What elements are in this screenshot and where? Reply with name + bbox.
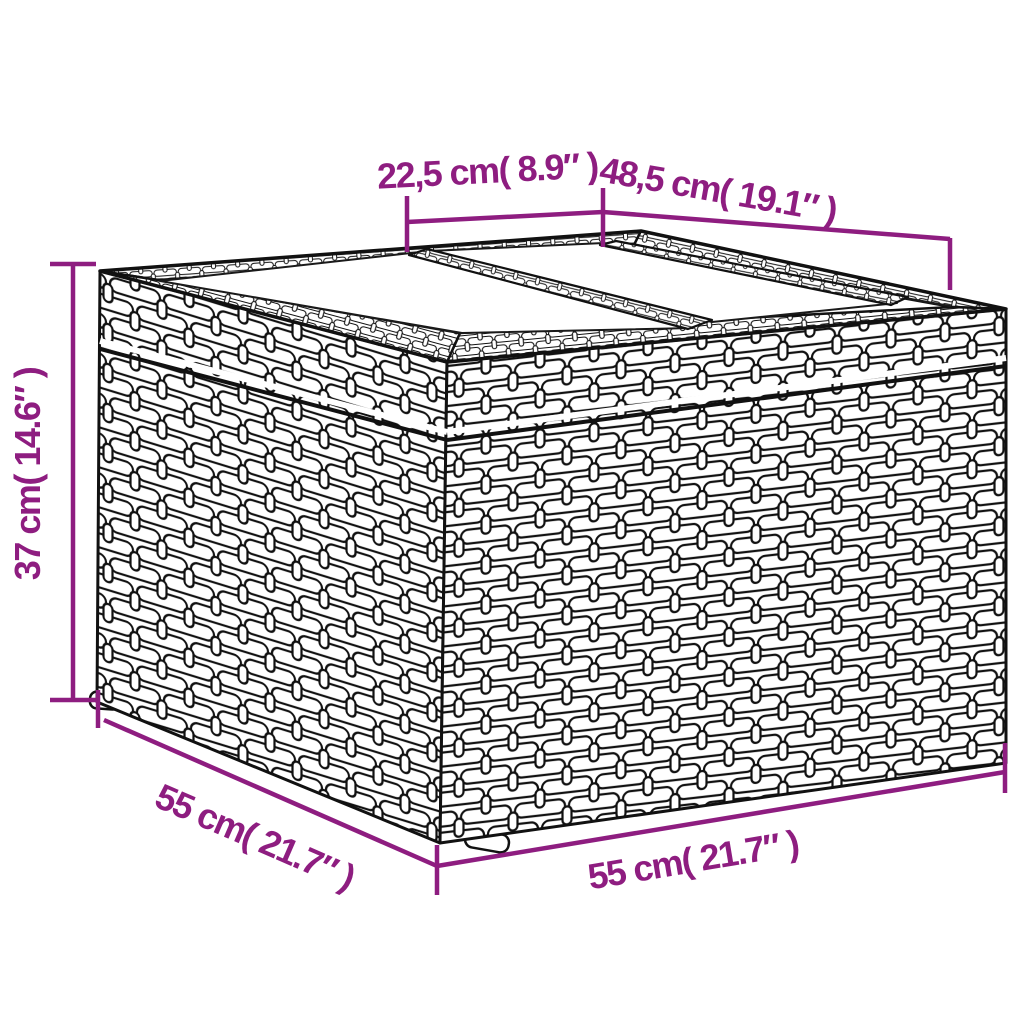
label-height: 37 cm( 14.6″ ) bbox=[7, 367, 48, 580]
dimension-line-front-width bbox=[434, 743, 1008, 895]
rattan-table bbox=[88, 229, 1008, 854]
divider-strip-1 bbox=[407, 247, 714, 331]
dimension-annotations bbox=[50, 188, 1008, 895]
dimension-line-top-glass-depth bbox=[602, 209, 953, 290]
dimension-line-top-panel-width bbox=[404, 188, 606, 252]
top-divider-strips bbox=[407, 239, 910, 331]
top-outline bbox=[98, 229, 1008, 364]
rim-groove bbox=[99, 338, 1007, 442]
divider-strip-2 bbox=[598, 239, 910, 307]
dimension-line-side-depth bbox=[95, 690, 438, 869]
dimension-line-height bbox=[50, 261, 96, 703]
weave-face-right bbox=[438, 307, 1008, 845]
